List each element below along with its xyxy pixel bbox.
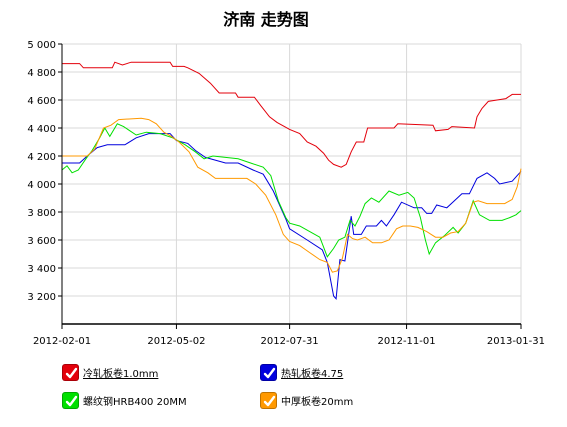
series-line-2	[61, 123, 522, 258]
x-tick-label: 2013-01-31	[487, 336, 545, 347]
x-tick-label: 2012-07-31	[261, 336, 319, 347]
legend-item[interactable]: 螺纹钢HRB400 20MM	[62, 392, 187, 409]
chart-title: 济南 走势图	[223, 10, 309, 29]
series-line-3	[62, 117, 522, 273]
x-tick-label: 2012-02-01	[33, 336, 91, 347]
legend-label: 热轧板卷4.75	[281, 369, 344, 380]
y-tick-label: 5 000	[27, 40, 56, 51]
y-tick-label: 4 400	[27, 124, 56, 135]
series-line-1	[62, 133, 522, 300]
y-tick-label: 4 000	[27, 180, 56, 191]
legend-item[interactable]: 热轧板卷4.75	[260, 364, 343, 381]
x-tick-label: 2012-11-01	[378, 336, 436, 347]
legend-label: 中厚板卷20mm	[281, 397, 354, 408]
y-tick-label: 4 800	[27, 68, 56, 79]
grid-lines	[61, 43, 522, 324]
checkbox-icon[interactable]	[62, 364, 79, 381]
y-tick-label: 4 600	[27, 96, 56, 107]
checkbox-icon[interactable]	[260, 392, 277, 409]
y-tick-label: 4 200	[27, 152, 56, 163]
axes: 3 200 3 400 3 600 3 800 4 000 4 200 4 400 4 600…	[27, 40, 545, 347]
x-tick-label: 2012-05-02	[147, 336, 205, 347]
y-tick-label: 3 400	[27, 264, 56, 275]
checkbox-icon[interactable]	[260, 364, 277, 381]
legend-item[interactable]: 冷轧板卷1.0mm	[62, 364, 158, 381]
series-line-0	[62, 61, 521, 168]
series-lines	[61, 61, 522, 300]
y-tick-label: 3 800	[27, 208, 56, 219]
legend-label: 螺纹钢HRB400 20MM	[83, 397, 187, 408]
legend-item[interactable]: 中厚板卷20mm	[260, 392, 353, 409]
y-tick-label: 3 600	[27, 236, 56, 247]
legend-label: 冷轧板卷1.0mm	[83, 369, 159, 380]
y-tick-label: 3 200	[27, 292, 56, 303]
checkbox-icon[interactable]	[62, 392, 79, 409]
